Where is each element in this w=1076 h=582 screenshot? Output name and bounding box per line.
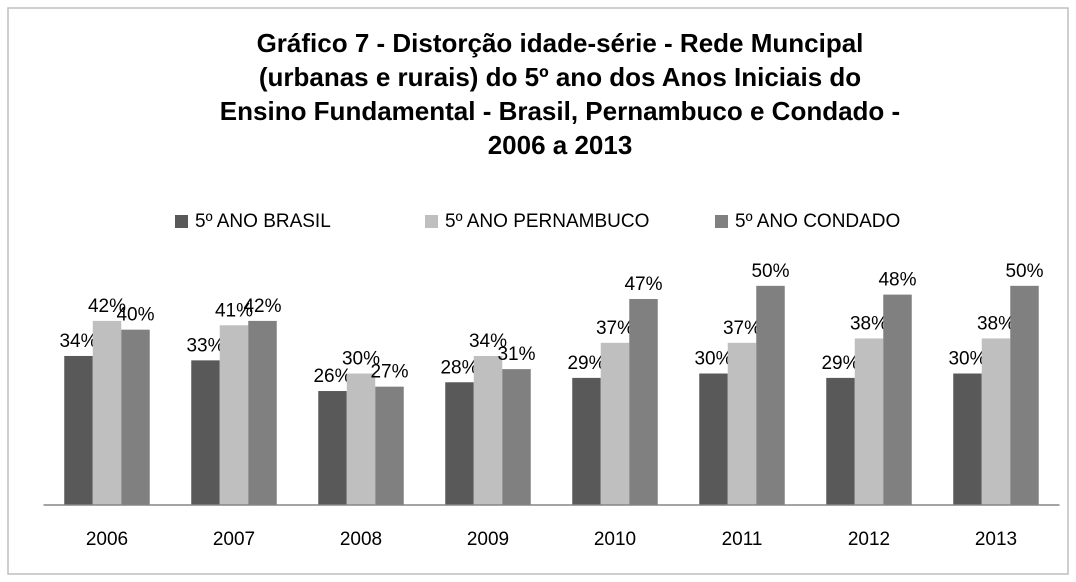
bar (375, 386, 404, 505)
x-tick-label: 2012 (848, 529, 890, 550)
chart-title: Ensino Fundamental - Brasil, Pernambuco … (220, 96, 900, 126)
bar (248, 320, 277, 505)
data-label: 50% (1005, 261, 1043, 282)
chart-title: Gráfico 7 - Distorção idade-série - Rede… (257, 28, 864, 58)
legend-swatch (715, 215, 728, 228)
data-label: 40% (116, 305, 154, 326)
x-tick-label: 2006 (86, 529, 128, 550)
x-tick-label: 2009 (467, 529, 509, 550)
bar (1010, 285, 1039, 505)
data-label: 30% (948, 349, 986, 370)
data-label: 50% (751, 261, 789, 282)
bar (826, 377, 855, 505)
x-tick-label: 2013 (975, 529, 1017, 550)
data-label: 34% (59, 331, 97, 352)
legend-label: 5º ANO BRASIL (195, 211, 331, 232)
data-label: 48% (878, 270, 916, 291)
bar (981, 338, 1011, 505)
x-tick-label: 2008 (340, 529, 382, 550)
data-label: 41% (215, 300, 253, 321)
bar (883, 294, 912, 505)
legend-label: 5º ANO PERNAMBUCO (445, 211, 649, 232)
x-tick-label: 2010 (594, 529, 636, 550)
data-label: 38% (850, 313, 888, 334)
data-label: 26% (313, 366, 351, 387)
bar (473, 355, 503, 505)
chart-title: (urbanas e rurais) do 5º ano dos Anos In… (259, 62, 861, 92)
bar (191, 360, 220, 505)
data-label: 34% (469, 331, 507, 352)
bar (727, 342, 757, 505)
bar (699, 373, 728, 505)
bar (219, 325, 249, 505)
data-label: 33% (186, 335, 224, 356)
bar (318, 391, 347, 505)
legend-swatch (175, 215, 188, 228)
data-label: 30% (342, 349, 380, 370)
data-label: 28% (440, 357, 478, 378)
x-tick-label: 2011 (722, 529, 763, 550)
data-label: 37% (723, 318, 761, 339)
data-label: 42% (88, 296, 126, 317)
data-label: 42% (243, 296, 281, 317)
x-tick-label: 2007 (213, 529, 255, 550)
chart-title: 2006 a 2013 (488, 130, 633, 160)
data-label: 29% (567, 353, 605, 374)
data-label: 29% (821, 353, 859, 374)
data-label: 47% (624, 274, 662, 295)
bar (64, 355, 93, 505)
data-label: 31% (497, 344, 535, 365)
bar (572, 377, 601, 505)
data-label: 38% (977, 313, 1015, 334)
bar (92, 320, 122, 505)
data-label: 37% (596, 318, 634, 339)
bar (854, 338, 884, 505)
bar (346, 373, 376, 505)
bar (629, 298, 658, 505)
bar (600, 342, 630, 505)
legend-swatch (425, 215, 438, 228)
data-label: 30% (694, 349, 732, 370)
data-label: 27% (370, 362, 408, 383)
bar (953, 373, 982, 505)
bar (445, 382, 474, 505)
legend-label: 5º ANO CONDADO (735, 211, 900, 232)
bar (756, 285, 785, 505)
bar (502, 369, 531, 505)
bar (121, 329, 150, 505)
